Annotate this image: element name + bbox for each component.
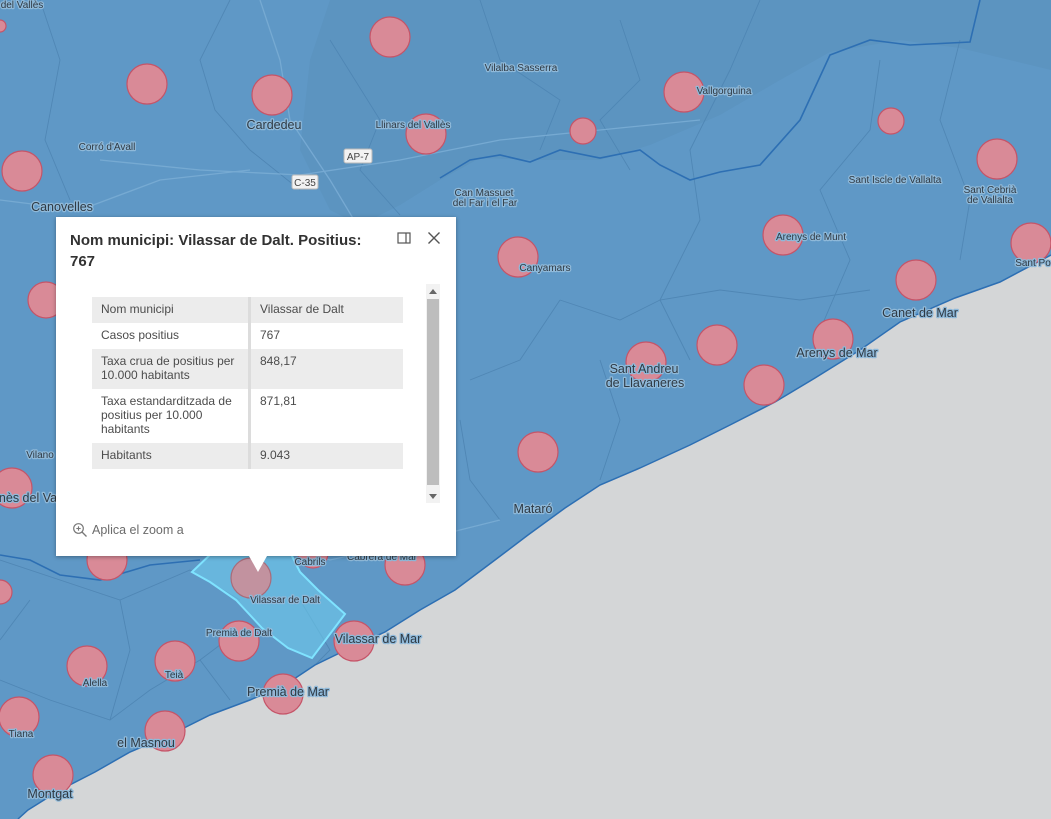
label-canet: Canet de Mar bbox=[882, 306, 958, 320]
zoom-in-icon bbox=[73, 523, 87, 537]
circle-marker[interactable] bbox=[1, 150, 43, 192]
circle-marker[interactable] bbox=[369, 16, 411, 58]
label-sant-pol: Sant Po bbox=[1015, 258, 1051, 269]
label-arenys-munt: Arenys de Munt bbox=[776, 232, 846, 243]
zoom-to-label: Aplica el zoom a bbox=[92, 523, 184, 537]
circle-marker[interactable] bbox=[569, 117, 597, 145]
label-teia: Teià bbox=[165, 670, 184, 681]
circle-marker[interactable] bbox=[262, 673, 304, 715]
circle-marker[interactable] bbox=[663, 71, 705, 113]
label-masnou: el Masnou bbox=[117, 736, 175, 750]
circle-marker[interactable] bbox=[251, 74, 293, 116]
inland-region bbox=[300, 0, 1051, 225]
label-tiana: Tiana bbox=[9, 729, 34, 740]
label-sant-andreu-2: de Llavaneres bbox=[606, 376, 685, 390]
field-value: 9.043 bbox=[249, 443, 403, 469]
municipal-borders bbox=[0, 0, 971, 721]
popup-scrollbar[interactable] bbox=[426, 284, 440, 503]
table-row: Nom municipi Vilassar de Dalt bbox=[92, 297, 403, 323]
place-labels: del Vallès Cardedeu Llinars del Vallès V… bbox=[0, 0, 1051, 802]
label-del-valles: del Vallès bbox=[1, 0, 44, 11]
field-value: 767 bbox=[260, 328, 281, 342]
circle-marker[interactable] bbox=[497, 236, 539, 278]
road-shield-c35: C-35 bbox=[291, 174, 319, 190]
label-llinars: Llinars del Vallès bbox=[376, 120, 451, 131]
circle-marker[interactable] bbox=[743, 364, 785, 406]
circle-marker[interactable] bbox=[0, 696, 40, 738]
feature-popup: Nom municipi: Vilassar de Dalt. Positius… bbox=[56, 217, 456, 556]
label-arenys-mar: Arenys de Mar bbox=[796, 346, 877, 360]
scroll-thumb[interactable] bbox=[427, 299, 439, 485]
scroll-up-icon[interactable] bbox=[429, 289, 437, 294]
circle-marker[interactable] bbox=[126, 63, 168, 105]
label-montgat: Montgat bbox=[27, 787, 73, 801]
circle-marker[interactable] bbox=[66, 645, 108, 687]
label-cardedeu: Cardedeu bbox=[247, 118, 302, 132]
table-row: Taxa estandarditzada de positius per 10.… bbox=[92, 389, 403, 443]
label-sant-cebria-1: Sant Cebrià bbox=[964, 185, 1017, 196]
table-row: Taxa crua de positius per 10.000 habitan… bbox=[92, 349, 403, 389]
label-vilalba: Vilalba Sasserra bbox=[485, 63, 558, 74]
label-premia-mar: Premià de Mar bbox=[247, 685, 329, 699]
circle-marker[interactable] bbox=[405, 113, 447, 155]
circle-marker[interactable] bbox=[877, 107, 905, 135]
label-can-massuet-1: Can Massuet bbox=[455, 188, 514, 199]
field-value: 871,81 bbox=[260, 394, 297, 408]
scroll-down-icon[interactable] bbox=[429, 494, 437, 499]
label-sant-andreu-1: Sant Andreu bbox=[610, 362, 679, 376]
field-value: 848,17 bbox=[249, 349, 403, 389]
circle-marker[interactable] bbox=[0, 19, 7, 33]
popup-pointer bbox=[249, 556, 267, 572]
label-nes-del-va: nès del Va bbox=[0, 491, 57, 505]
label-vilassar-dalt: Vilassar de Dalt bbox=[250, 595, 320, 606]
label-corro: Corró d'Avall bbox=[79, 142, 136, 153]
label-cabrils: Cabrils bbox=[294, 557, 325, 568]
circle-marker[interactable] bbox=[333, 620, 375, 662]
label-vilano: Vilano bbox=[26, 450, 54, 461]
zoom-to-button[interactable]: Aplica el zoom a bbox=[72, 522, 184, 538]
label-vilassar-mar: Vilassar de Mar bbox=[335, 632, 422, 646]
circle-marker[interactable] bbox=[0, 579, 13, 605]
field-label: Habitants bbox=[92, 443, 251, 469]
svg-text:C-35: C-35 bbox=[294, 178, 316, 189]
table-row: Casos positius 767 bbox=[92, 323, 403, 349]
circle-marker[interactable] bbox=[32, 754, 74, 796]
field-value: Vilassar de Dalt bbox=[249, 297, 403, 323]
popup-attribute-table: Nom municipi Vilassar de Dalt Casos posi… bbox=[92, 297, 403, 469]
circle-marker[interactable] bbox=[762, 214, 804, 256]
circle-marker[interactable] bbox=[218, 620, 260, 662]
label-premia-dalt: Premià de Dalt bbox=[206, 628, 272, 639]
field-label: Casos positius bbox=[92, 323, 251, 349]
table-row: Habitants 9.043 bbox=[92, 443, 403, 469]
circle-marker[interactable] bbox=[517, 431, 559, 473]
circle-marker[interactable] bbox=[895, 259, 937, 301]
field-label: Taxa crua de positius per 10.000 habitan… bbox=[92, 349, 251, 389]
label-sant-cebria-2: de Vallalta bbox=[967, 195, 1013, 206]
field-label: Nom municipi bbox=[92, 297, 251, 323]
label-alella: Alella bbox=[83, 678, 108, 689]
field-label: Taxa estandarditzada de positius per 10.… bbox=[92, 389, 251, 443]
dock-icon[interactable] bbox=[395, 229, 413, 247]
comarca-border-north bbox=[439, 0, 981, 181]
label-vallgorguina: Vallgorguina bbox=[697, 86, 752, 97]
circle-marker[interactable] bbox=[154, 640, 196, 682]
circle-marker[interactable] bbox=[144, 710, 186, 752]
road-shield-ap7: AP-7 bbox=[343, 148, 373, 164]
circle-marker[interactable] bbox=[696, 324, 738, 366]
label-can-massuet-2: del Far i el Far bbox=[453, 198, 518, 209]
popup-title: Nom municipi: Vilassar de Dalt. Positius… bbox=[70, 232, 362, 270]
label-sant-iscle: Sant Iscle de Vallalta bbox=[849, 175, 942, 186]
circle-marker[interactable] bbox=[812, 318, 854, 360]
comarca-border bbox=[0, 554, 201, 581]
circle-marker[interactable] bbox=[1010, 222, 1051, 264]
label-mataro: Mataró bbox=[514, 502, 553, 516]
circle-marker[interactable] bbox=[976, 138, 1018, 180]
label-canyamars: Canyamars bbox=[519, 263, 570, 274]
circle-marker[interactable] bbox=[0, 467, 33, 509]
close-icon[interactable] bbox=[425, 229, 443, 247]
circle-marker[interactable] bbox=[625, 341, 667, 383]
label-canovelles: Canovelles bbox=[31, 200, 93, 214]
svg-text:AP-7: AP-7 bbox=[347, 152, 370, 163]
